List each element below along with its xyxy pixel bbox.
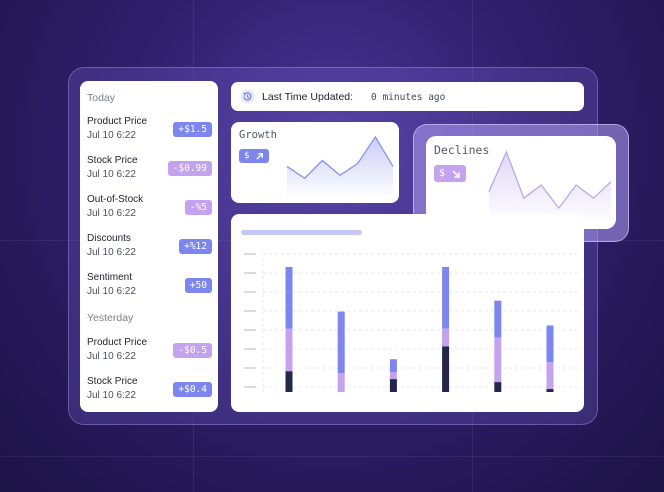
history-icon xyxy=(240,89,255,104)
change-badge: -$0.5 xyxy=(173,343,212,358)
list-item[interactable]: Product Price Jul 10 6:22 -$0.5 xyxy=(87,337,212,369)
bar-segment[interactable] xyxy=(285,371,293,392)
change-badge: +50 xyxy=(184,278,212,293)
declines-sparkline xyxy=(488,150,612,220)
declines-badge: $ xyxy=(434,165,467,182)
last-updated-value: 0 minutes ago xyxy=(371,92,446,103)
list-item[interactable]: Sentiment Jul 10 6:22 +50 xyxy=(87,272,212,304)
item-name: Discounts xyxy=(87,233,131,244)
section-title-yesterday: Yesterday xyxy=(87,312,134,324)
change-badge: +%12 xyxy=(179,239,212,254)
item-date: Jul 10 6:22 xyxy=(87,351,136,362)
item-name: Out-of-Stock xyxy=(87,194,144,205)
list-item[interactable]: Stock Price Jul 10 6:22 +$0.4 xyxy=(87,376,212,408)
stacked-bar-chart xyxy=(244,253,581,392)
bar-segment[interactable] xyxy=(285,328,293,372)
item-date: Jul 10 6:22 xyxy=(87,286,136,297)
bar-segment[interactable] xyxy=(389,372,397,380)
bar-segment[interactable] xyxy=(494,382,502,392)
change-badge: -$0.99 xyxy=(167,161,212,176)
arrow-up-right-icon xyxy=(256,152,264,160)
chart-title-placeholder xyxy=(241,230,362,235)
bar-segment[interactable] xyxy=(389,379,397,392)
activity-sidebar: Today Product Price Jul 10 6:22 +$1.5 Stock… xyxy=(80,81,218,412)
growth-badge: $ xyxy=(239,149,270,163)
growth-title: Growth xyxy=(239,129,277,141)
change-badge: -%5 xyxy=(184,200,212,215)
bar-segment[interactable] xyxy=(442,346,450,392)
item-date: Jul 10 6:22 xyxy=(87,130,136,141)
last-updated-bar: Last Time Updated: 0 minutes ago xyxy=(231,82,584,111)
list-item[interactable]: Stock Price Jul 10 6:22 -$0.99 xyxy=(87,155,212,187)
item-name: Stock Price xyxy=(87,155,138,166)
declines-trend-area xyxy=(489,152,611,220)
bar-segment[interactable] xyxy=(442,328,450,347)
bar-segment[interactable] xyxy=(546,389,554,392)
arrow-down-right-icon xyxy=(452,169,460,178)
bar-segment[interactable] xyxy=(389,359,397,373)
item-date: Jul 10 6:22 xyxy=(87,169,136,180)
bar-segment[interactable] xyxy=(337,311,345,374)
declines-title: Declines xyxy=(434,143,490,157)
item-name: Product Price xyxy=(87,337,148,348)
change-badge: +$0.4 xyxy=(173,382,212,397)
growth-trend-line xyxy=(286,135,394,180)
growth-card[interactable]: Growth $ xyxy=(231,122,399,203)
list-item[interactable]: Out-of-Stock Jul 10 6:22 -%5 xyxy=(87,194,212,226)
bar-segment[interactable] xyxy=(494,337,502,383)
item-name: Product Price xyxy=(87,116,148,127)
last-updated-label: Last Time Updated: xyxy=(262,91,354,103)
declines-trend-line xyxy=(488,150,612,210)
item-date: Jul 10 6:22 xyxy=(87,390,136,401)
change-badge: +$1.5 xyxy=(173,122,212,137)
item-name: Stock Price xyxy=(87,376,138,387)
item-date: Jul 10 6:22 xyxy=(87,208,136,219)
declines-card[interactable]: Declines $ xyxy=(426,136,616,229)
bar-segment[interactable] xyxy=(494,300,502,338)
bar-segment[interactable] xyxy=(442,266,450,329)
growth-sparkline xyxy=(286,135,394,195)
growth-trend-area xyxy=(287,136,393,195)
item-name: Sentiment xyxy=(87,272,133,283)
bar-segment[interactable] xyxy=(546,362,554,390)
section-title-today: Today xyxy=(87,92,116,104)
list-item[interactable]: Discounts Jul 10 6:22 +%12 xyxy=(87,233,212,265)
bar-segment[interactable] xyxy=(546,325,554,363)
main-chart-card xyxy=(231,214,584,412)
item-date: Jul 10 6:22 xyxy=(87,247,136,258)
bar-segment[interactable] xyxy=(285,266,293,329)
bar-segment[interactable] xyxy=(337,373,345,392)
list-item[interactable]: Product Price Jul 10 6:22 +$1.5 xyxy=(87,116,212,148)
